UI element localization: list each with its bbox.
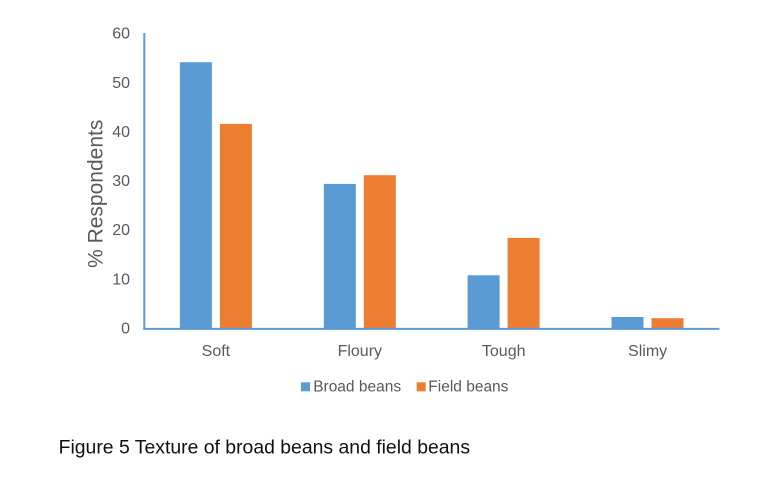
svg-text:Slimy: Slimy [628,343,667,360]
svg-text:Tough: Tough [482,343,526,360]
svg-text:30: 30 [112,173,130,190]
svg-text:Figure 5 Texture of broad bean: Figure 5 Texture of broad beans and fiel… [59,437,470,459]
svg-text:Broad beans: Broad beans [313,379,401,396]
svg-text:40: 40 [112,124,130,141]
svg-text:0: 0 [121,321,130,338]
svg-text:10: 10 [112,271,130,288]
svg-text:Floury: Floury [338,343,382,360]
svg-text:20: 20 [112,222,130,239]
svg-text:Soft: Soft [202,343,231,360]
svg-text:% Respondents: % Respondents [85,120,108,268]
svg-text:60: 60 [112,26,130,43]
svg-text:Field beans: Field beans [428,379,508,396]
svg-text:50: 50 [112,75,130,92]
